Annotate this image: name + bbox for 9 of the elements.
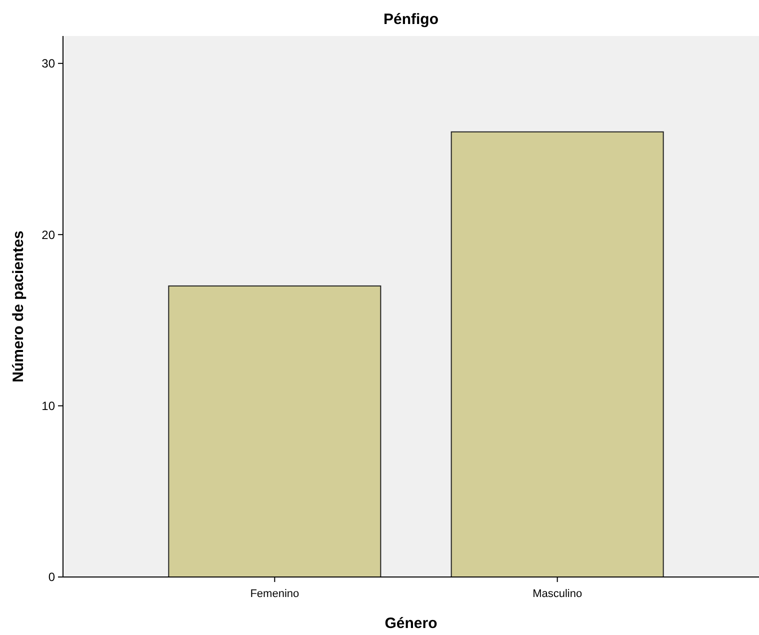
x-tick-label: Femenino bbox=[250, 588, 300, 600]
x-tick-label: Masculino bbox=[532, 588, 582, 600]
x-axis-title: Género bbox=[384, 615, 438, 632]
y-tick-label: 0 bbox=[48, 570, 56, 584]
chart-title: Pénfigo bbox=[384, 11, 438, 28]
y-tick-label: 20 bbox=[42, 228, 56, 242]
y-tick-label: 10 bbox=[42, 398, 56, 413]
y-tick-label: 30 bbox=[42, 56, 56, 71]
y-axis-title: Número de pacientes bbox=[10, 230, 27, 382]
